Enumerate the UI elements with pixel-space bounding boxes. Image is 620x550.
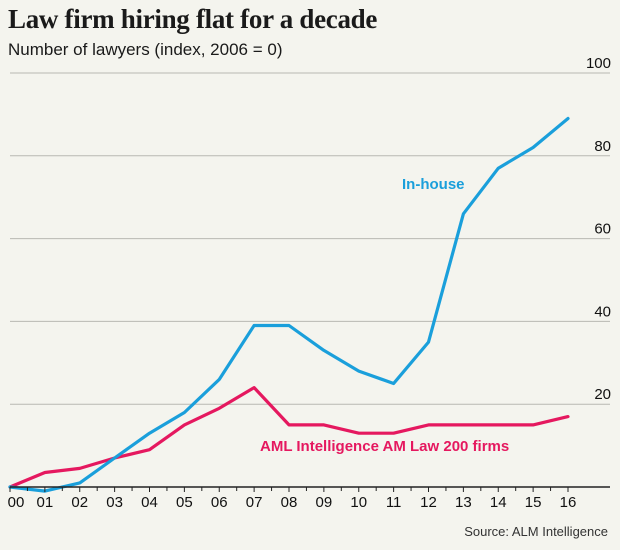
y-tick-label: 40 — [594, 303, 611, 320]
x-tick-label: 10 — [350, 494, 367, 511]
series-label-am-law-200: AML Intelligence AM Law 200 firms — [260, 438, 509, 455]
y-tick-label: 20 — [594, 386, 611, 403]
y-tick-label: 100 — [586, 55, 611, 72]
x-tick-label: 04 — [141, 494, 158, 511]
x-tick-label: 13 — [455, 494, 472, 511]
source-note: Source: ALM Intelligence — [464, 524, 608, 539]
gridlines — [10, 72, 610, 405]
x-tick-label: 02 — [71, 494, 88, 511]
x-tick-label: 14 — [490, 494, 507, 511]
x-tick-label: 16 — [560, 494, 577, 511]
x-tick-label: 12 — [420, 494, 437, 511]
series-line-in-house — [8, 116, 570, 493]
y-tick-label: 60 — [594, 221, 611, 238]
y-tick-label: 80 — [594, 138, 611, 155]
x-axis — [9, 486, 610, 492]
labels: 20 40 60 80 100 00 01 02 03 04 05 06 07 08 09 10 11 12 13 1… — [8, 55, 611, 511]
series-label-in-house: In-house — [402, 176, 465, 193]
x-tick-label: 03 — [106, 494, 123, 511]
x-tick-label: 00 — [8, 494, 25, 511]
x-tick-label: 09 — [316, 494, 333, 511]
x-tick-label: 01 — [37, 494, 54, 511]
series-lines — [8, 116, 570, 493]
x-tick-label: 08 — [281, 494, 298, 511]
chart-subtitle: Number of lawyers (index, 2006 = 0) — [8, 40, 283, 59]
x-tick-label: 06 — [211, 494, 228, 511]
x-tick-label: 07 — [246, 494, 263, 511]
series-line-am-law-200 — [8, 386, 570, 489]
x-tick-label: 05 — [176, 494, 193, 511]
x-tick-label: 11 — [386, 494, 402, 511]
x-tick-label: 15 — [525, 494, 542, 511]
chart-title: Law firm hiring flat for a decade — [8, 4, 378, 34]
